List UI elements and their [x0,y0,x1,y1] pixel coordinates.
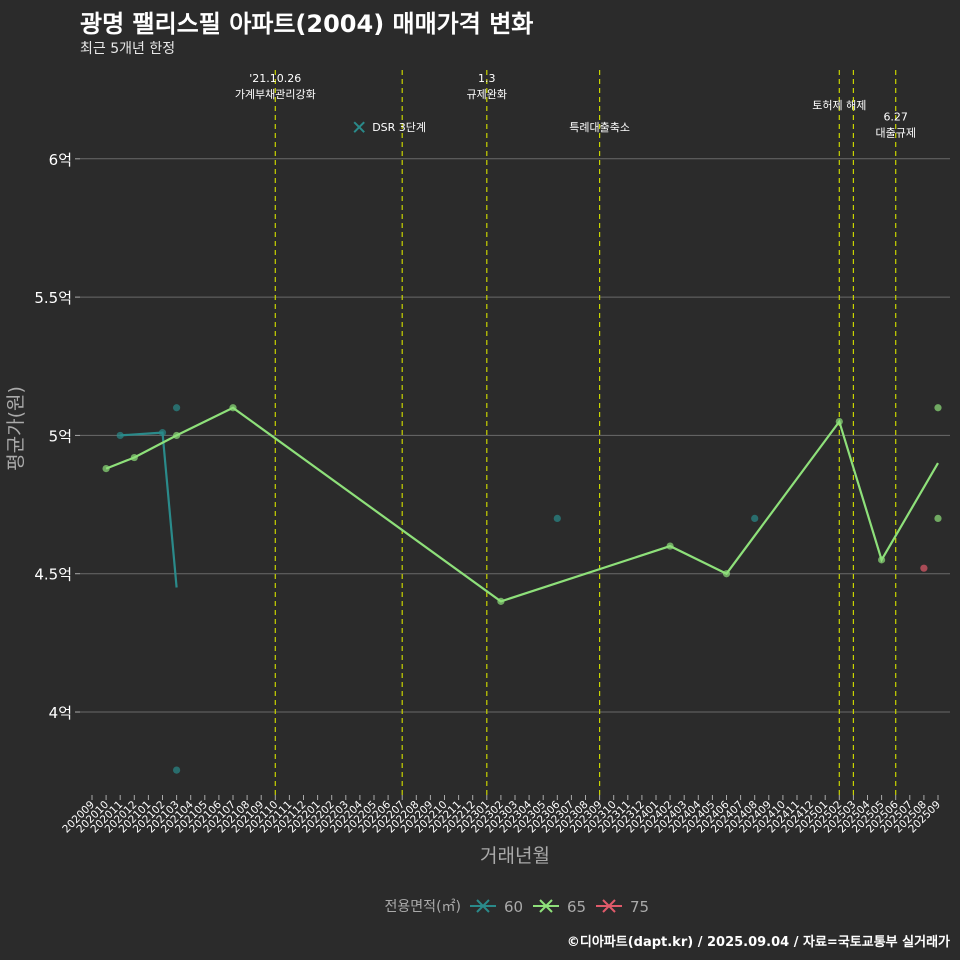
event-marker [353,121,365,133]
legend-key-cross [539,899,553,913]
legend-key-cross [602,899,616,913]
data-point-65 [102,465,110,473]
data-point-65 [229,404,237,412]
event-label: '21.10.26 [249,72,301,85]
legend-label: 60 [504,898,523,916]
event-label: 6.27 [883,111,908,124]
axis-layer: 4억4.5억5억5.5억6억20200920201020201120201220… [5,151,943,867]
event-label: 토허제 해제 [812,98,866,112]
data-point-65 [722,570,731,578]
y-tick-label: 5억 [49,427,72,445]
data-point-65 [497,597,505,605]
data-point-65 [666,542,674,550]
data-point-65 [934,404,942,412]
grid-layer [80,158,950,713]
data-point-75 [920,564,928,572]
legend: 전용면적(㎡) 60 65 75 [385,898,650,916]
data-point-65 [130,453,138,462]
event-label: 1.3 [478,72,496,85]
y-tick-label: 6억 [49,151,72,169]
series-line-60 [120,431,178,588]
data-point-60 [116,431,124,440]
legend-title: 전용면적(㎡) [385,899,461,915]
source-caption: ©디아파트(dapt.kr) / 2025.09.04 / 자료=국토교통부 실… [566,935,950,950]
data-point-65 [835,417,843,426]
y-tick-label: 4.5억 [34,566,72,584]
event-label: 가계부채관리강화 [235,88,316,101]
data-point-65 [173,431,181,440]
y-tick-label: 5.5억 [34,289,72,307]
chart-title: 광명 팰리스필 아파트(2004) 매매가격 변화 [80,10,534,38]
event-label: 규제완화 [467,88,507,101]
y-tick-label: 4억 [49,704,72,722]
data-point-60 [158,429,167,437]
chart-subtitle: 최근 5개년 한정 [80,41,176,57]
event-label: DSR 3단계 [372,121,426,134]
legend-label: 65 [567,898,586,916]
legend-label: 75 [630,898,649,916]
series-line-65 [105,406,939,603]
data-point-60 [751,514,759,522]
data-point-65 [934,514,942,522]
data-point-65 [878,556,886,564]
data-point-60 [173,766,181,774]
event-label: 특례대출축소 [569,121,630,134]
data-point-60 [173,404,181,412]
legend-key-cross [476,899,490,913]
data-point-60 [553,514,561,522]
x-axis-title: 거래년월 [480,845,550,867]
event-label: 대출규제 [875,127,915,140]
y-axis-title: 평균가(원) [5,386,27,471]
series-layer [102,404,942,774]
